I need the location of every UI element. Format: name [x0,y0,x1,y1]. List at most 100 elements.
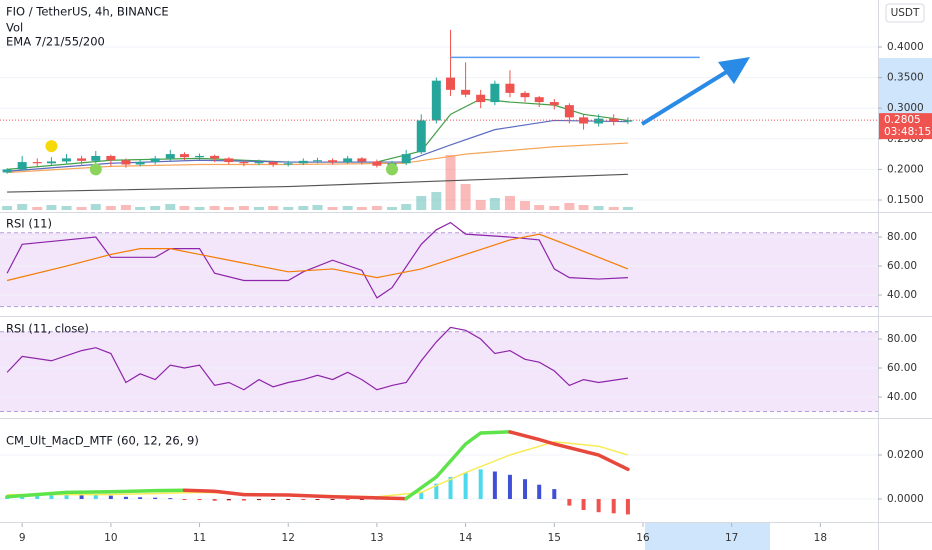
volume-bar [622,207,633,210]
volume-bar [401,204,412,210]
x-tick-label: 14 [459,532,473,544]
volume-bar [534,205,545,210]
volume-bar [549,206,560,210]
candle-body [549,102,559,106]
ema-line [7,173,628,193]
x-tick-label: 13 [370,532,383,544]
volume-bar [120,205,131,210]
candle-body [431,80,441,121]
x-tick-label: 9 [19,532,26,544]
histogram-bar [611,499,616,514]
candle-body [534,97,544,103]
volume-bar [46,205,57,210]
histogram-bar [108,495,113,500]
legend-rsi: RSI (11) [6,217,52,231]
candle-body [210,155,220,159]
candle-body [268,162,278,165]
candle-body [224,158,234,163]
histogram-bar [419,492,424,500]
candle-body [594,118,604,124]
trend-arrow [640,57,750,126]
legend-volume: Vol [6,21,23,35]
histogram-bar [79,495,84,500]
volume-bar [342,206,353,210]
candle-body [312,160,322,162]
candle-body [2,169,12,173]
histogram-bar [241,499,246,501]
candle-body [17,162,27,170]
volume-bar [238,206,249,210]
signal-dot [45,140,58,153]
histogram-bar [64,494,69,500]
candle-body [564,105,574,118]
volume-bar [283,207,294,210]
legend-rsi-close: RSI (11, close) [6,322,89,336]
histogram-bar [256,499,261,501]
y-tick-label: 0.0000 [887,493,924,505]
candle-body [579,117,589,124]
histogram-bar [448,477,453,500]
signal-line [7,441,629,498]
volume-bar [371,206,382,210]
volume-bar [90,204,101,210]
rsi-line [6,221,628,299]
candle-body [91,155,101,161]
histogram-bar [138,497,143,500]
volume-bar [312,205,323,210]
volume-bar [460,184,471,210]
candle-body [505,83,515,93]
countdown-label: 03:48:15 [884,126,931,138]
volume-bar [356,207,367,210]
volume-bar [135,207,146,210]
volume-bar [179,206,190,210]
candle-body [62,158,72,162]
histogram-bar [537,484,542,500]
volume-bar [504,196,515,210]
histogram-bar [35,495,40,500]
candle-body [298,160,308,164]
histogram-bar [182,499,187,501]
volume-bar [61,206,72,210]
histogram-bar [271,499,276,501]
x-tick-label: 10 [104,532,117,544]
y-tick-label: 0.3500 [887,72,924,84]
candle-body [446,77,456,90]
histogram-bar [507,474,512,500]
histogram-bar [523,479,528,500]
histogram-bar [478,469,483,500]
volume-bar [32,207,43,210]
candle-body [609,118,619,122]
axis-highlight [645,523,770,550]
y-tick-label: 40.00 [887,391,917,403]
y-tick-label: 60.00 [887,362,917,374]
volume-bar [150,206,161,210]
arrow-head [718,57,750,84]
candle-body [476,94,486,103]
currency[interactable]: USDT [891,7,920,19]
volume-bar [298,206,309,210]
x-tick-label: 12 [282,532,295,544]
volume-bar [209,206,220,210]
candle-body [328,160,338,163]
volume-bar [431,192,442,210]
currency-box[interactable] [885,3,925,23]
histogram-bar [153,497,158,500]
candle-body [77,158,87,161]
volume-bar [489,198,500,210]
histogram-bar [434,483,439,500]
histogram-bar [123,496,128,500]
macd-line [5,488,187,499]
histogram-bar [286,499,291,501]
volume-bar [17,204,28,210]
y-tick-label: 60.00 [887,260,917,272]
histogram-bar [93,494,98,500]
x-tick-label: 18 [814,532,827,544]
y-tick-label: 0.3000 [887,102,924,114]
legend-ema: EMA 7/21/55/200 [6,35,105,49]
histogram-bar [581,499,586,511]
volume-bar [475,200,486,210]
volume-bar [194,207,205,210]
x-tick-label: 16 [636,532,650,544]
volume-bar [2,206,13,210]
candle-body [195,155,205,158]
